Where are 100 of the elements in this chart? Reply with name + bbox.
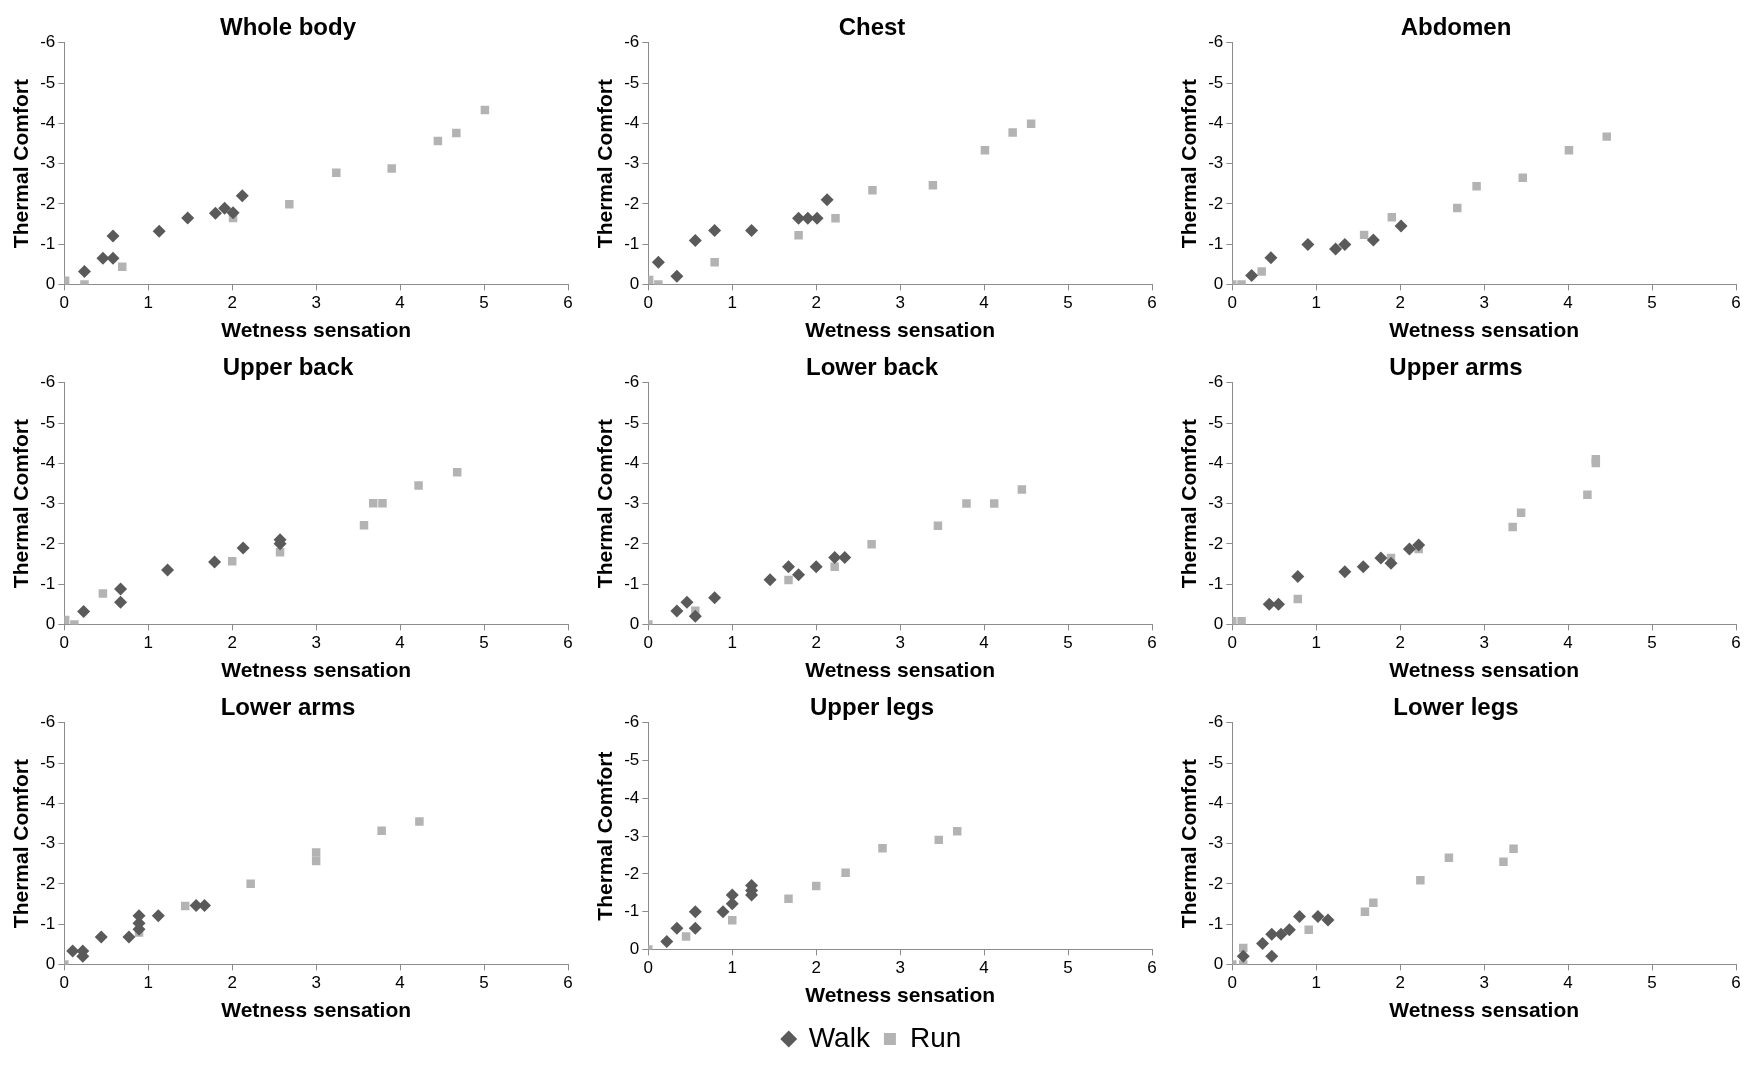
- y-tick-label: -3: [40, 493, 56, 513]
- point: [1591, 455, 1601, 464]
- y-tick-label: -4: [40, 453, 56, 473]
- chart-title: Upper legs: [809, 693, 935, 721]
- point: [285, 200, 294, 209]
- chart-title: Lower back: [805, 353, 939, 381]
- x-tick-label: 3: [311, 633, 321, 653]
- x-tick-label: 3: [1479, 293, 1489, 313]
- y-tick-label: -4: [40, 793, 56, 813]
- point: [77, 605, 91, 619]
- y-axis-title: Thermal Comfort: [593, 419, 617, 589]
- point: [414, 481, 423, 490]
- x-axis-title: Wetness sensation: [1389, 998, 1580, 1022]
- y-tick-label: -2: [40, 193, 56, 213]
- point: [1237, 616, 1246, 625]
- y-tick-label: -4: [624, 453, 640, 473]
- x-tick-label: 3: [1479, 633, 1489, 653]
- point: [208, 206, 222, 220]
- point: [122, 930, 136, 944]
- y-axis-title: Thermal Comfort: [593, 79, 617, 249]
- point: [728, 916, 737, 925]
- x-tick-label: 4: [1563, 633, 1573, 653]
- point: [106, 251, 120, 265]
- legend-label: Walk: [808, 1021, 871, 1053]
- point: [1274, 927, 1288, 941]
- x-tick-label: 6: [1147, 633, 1157, 653]
- point: [1256, 936, 1270, 950]
- chart-title: Chest: [838, 13, 906, 41]
- point: [359, 521, 369, 530]
- point: [830, 562, 839, 572]
- point: [181, 211, 195, 225]
- point: [198, 899, 212, 913]
- y-tick-label: -2: [1208, 873, 1224, 893]
- x-tick-label: 0: [643, 633, 654, 653]
- x-tick-label: 0: [1227, 633, 1238, 653]
- point: [1366, 233, 1380, 247]
- y-tick-label: -5: [1208, 72, 1224, 92]
- x-tick-label: 4: [395, 293, 405, 313]
- x-tick-label: 4: [1563, 973, 1573, 993]
- x-tick-label: 5: [479, 293, 489, 313]
- x-tick-label: 0: [643, 293, 654, 313]
- point: [1518, 173, 1528, 182]
- point: [1329, 242, 1343, 256]
- point: [114, 595, 128, 609]
- point: [1509, 844, 1518, 854]
- point: [820, 193, 834, 207]
- chart-title: Lower legs: [1393, 693, 1519, 721]
- y-tick-label: -5: [40, 752, 56, 772]
- x-tick-label: 3: [1479, 973, 1489, 993]
- x-tick-label: 0: [59, 633, 70, 653]
- y-tick-label: -1: [40, 573, 56, 593]
- point: [236, 541, 250, 555]
- y-tick-label: 0: [45, 614, 56, 634]
- point: [688, 234, 702, 248]
- point: [868, 185, 877, 195]
- point: [670, 269, 684, 283]
- x-tick-label: 4: [395, 973, 405, 993]
- point: [841, 868, 850, 877]
- point: [77, 265, 91, 279]
- x-tick-label: 0: [59, 973, 70, 993]
- point: [1356, 560, 1370, 574]
- y-tick-label: -6: [40, 32, 56, 52]
- point: [1583, 490, 1592, 499]
- point: [1472, 181, 1481, 191]
- x-tick-label: 0: [1227, 293, 1238, 313]
- point: [1282, 923, 1296, 937]
- point: [377, 826, 386, 835]
- point: [794, 231, 803, 240]
- y-tick-label: -1: [1208, 573, 1224, 593]
- y-tick-label: -5: [624, 412, 640, 432]
- point: [114, 582, 128, 596]
- point: [809, 560, 823, 574]
- point: [651, 255, 665, 269]
- y-tick-label: -6: [624, 372, 640, 392]
- point: [688, 921, 702, 935]
- y-tick-label: -4: [1208, 793, 1224, 813]
- y-tick-label: -5: [624, 72, 640, 92]
- y-axis-title: Thermal Comfort: [1177, 79, 1201, 249]
- point: [810, 211, 824, 225]
- x-axis-title: Wetness sensation: [805, 983, 996, 1007]
- x-tick-label: 3: [311, 973, 321, 993]
- y-tick-label: -4: [1208, 453, 1224, 473]
- point: [332, 168, 341, 178]
- x-axis-title: Wetness sensation: [805, 318, 996, 342]
- point: [878, 843, 887, 853]
- x-tick-label: 2: [1395, 633, 1405, 653]
- point: [1257, 267, 1266, 276]
- point: [1508, 522, 1517, 532]
- x-tick-label: 1: [143, 633, 153, 653]
- y-axis-title: Thermal Comfort: [9, 759, 33, 929]
- y-tick-label: -3: [1208, 493, 1224, 513]
- y-tick-label: 0: [45, 274, 56, 294]
- y-tick-label: -1: [40, 913, 56, 933]
- x-tick-label: 1: [727, 293, 737, 313]
- x-tick-label: 5: [1063, 293, 1073, 313]
- point: [1291, 569, 1305, 583]
- x-tick-label: 0: [643, 958, 654, 978]
- y-tick-label: -3: [1208, 153, 1224, 173]
- x-tick-label: 2: [227, 633, 237, 653]
- point: [106, 229, 120, 243]
